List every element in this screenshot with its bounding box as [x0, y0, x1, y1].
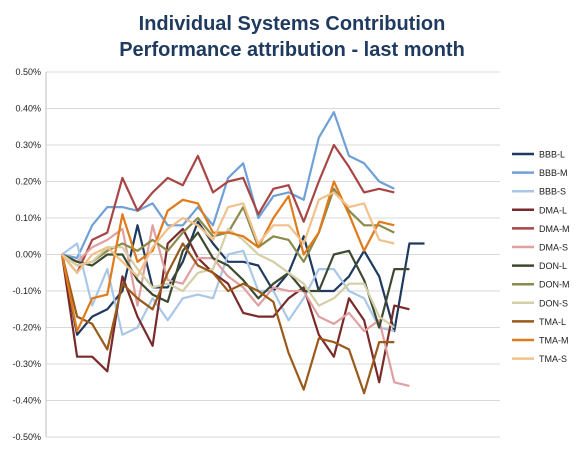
y-tick-label: 0.30%: [15, 140, 41, 150]
legend-label: BBB-L: [539, 150, 565, 160]
series-line-dma-s: [61, 224, 410, 387]
series-line-bbb-m: [61, 111, 395, 260]
legend-label: DON-S: [539, 298, 568, 308]
series-line-don-s: [61, 227, 395, 329]
y-tick-label: 0.00%: [15, 250, 41, 260]
series-lines: [60, 111, 425, 395]
legend-label: DMA-M: [539, 224, 570, 234]
y-tick-label: 0.50%: [15, 67, 41, 77]
legend-label: DMA-L: [539, 205, 567, 215]
legend-label: DMA-S: [539, 243, 568, 253]
y-tick-label: -0.30%: [12, 359, 41, 369]
y-tick-label: 0.40%: [15, 104, 41, 114]
legend-label: DON-L: [539, 261, 567, 271]
y-tick-label: 0.10%: [15, 213, 41, 223]
y-tick-label: -0.50%: [12, 432, 41, 442]
legend-label: TMA-S: [539, 354, 567, 364]
chart-title: Individual Systems Contribution: [139, 13, 446, 35]
series-line-tma-l: [60, 242, 395, 395]
y-tick-label: -0.40%: [12, 396, 41, 406]
legend-label: TMA-L: [539, 317, 566, 327]
legend-label: BBB-S: [539, 187, 566, 197]
y-tick-label: 0.20%: [15, 177, 41, 187]
legend-label: BBB-M: [539, 168, 568, 178]
legend-label: DON-M: [539, 280, 570, 290]
chart-subtitle: Performance attribution - last month: [119, 39, 465, 61]
series-line-tma-m: [60, 180, 395, 333]
legend: BBB-L BBB-M BBB-S DMA-L DMA-M DMA-S DON-L DON-M…: [512, 150, 570, 364]
legend-label: TMA-M: [539, 336, 569, 346]
y-tick-label: -0.20%: [12, 323, 41, 333]
series-line-dma-m: [61, 143, 395, 274]
series-line-don-l: [61, 231, 410, 329]
y-axis: 0.50% 0.40% 0.30% 0.20% 0.10% 0.00% -0.10% -0.2…: [12, 67, 47, 442]
series-line-tma-s: [61, 191, 395, 278]
y-tick-label: -0.10%: [12, 286, 41, 296]
